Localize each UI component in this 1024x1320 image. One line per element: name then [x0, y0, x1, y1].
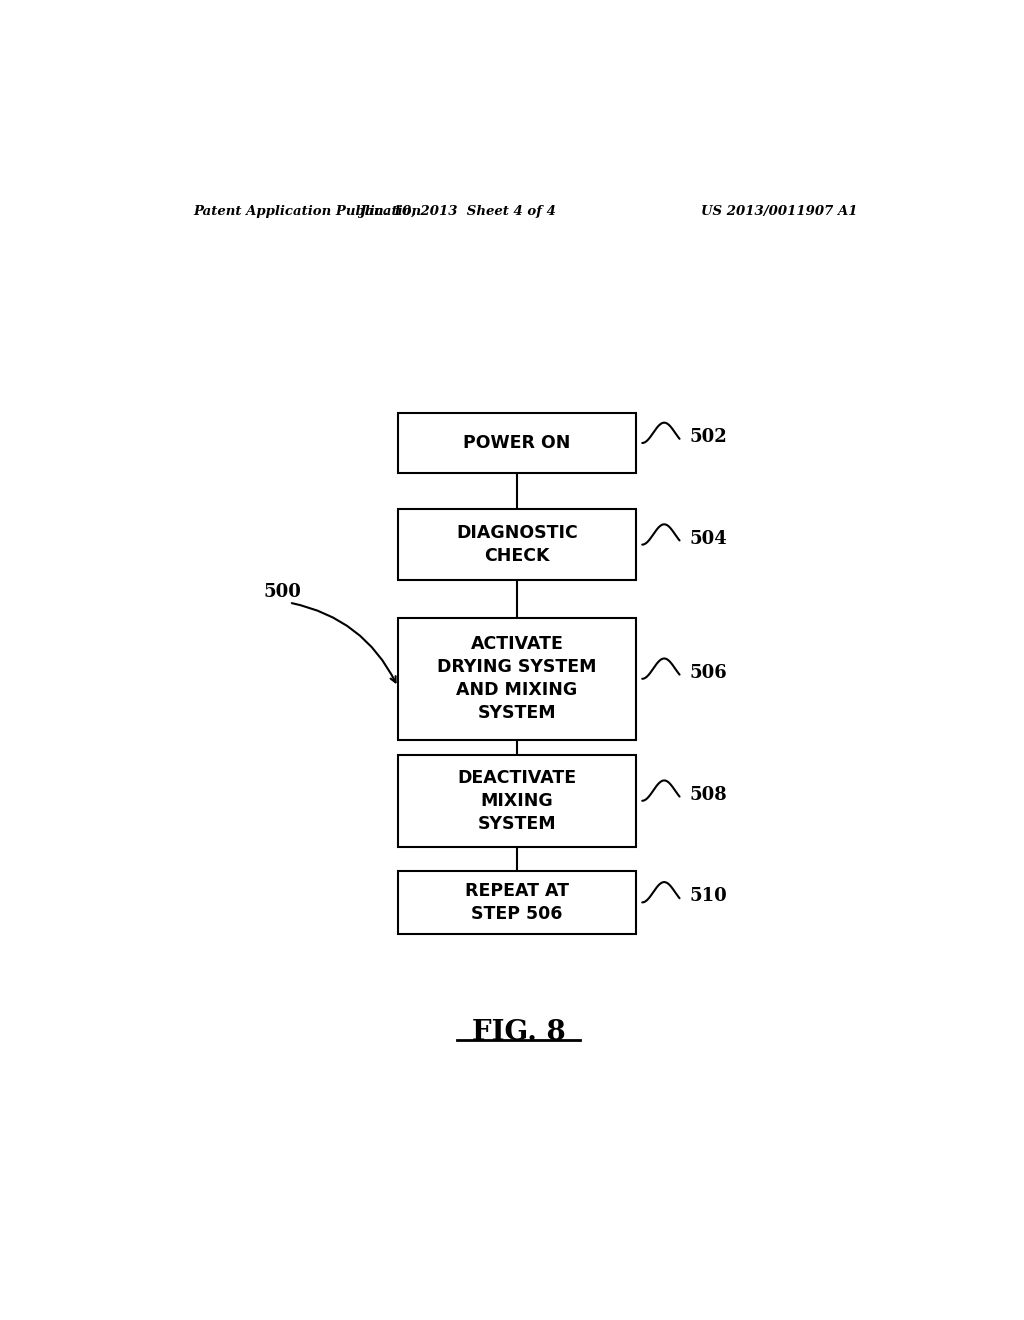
Text: DIAGNOSTIC
CHECK: DIAGNOSTIC CHECK [456, 524, 578, 565]
Bar [397, 413, 636, 474]
Text: ACTIVATE
DRYING SYSTEM
AND MIXING
SYSTEM: ACTIVATE DRYING SYSTEM AND MIXING SYSTEM [437, 635, 597, 722]
Text: Patent Application Publication: Patent Application Publication [194, 205, 421, 218]
Text: REPEAT AT
STEP 506: REPEAT AT STEP 506 [465, 882, 569, 923]
Bar [397, 755, 636, 846]
Bar [397, 871, 636, 935]
Text: 506: 506 [690, 664, 728, 681]
Text: POWER ON: POWER ON [463, 434, 570, 451]
Text: FIG. 8: FIG. 8 [472, 1019, 565, 1045]
Bar [397, 510, 636, 581]
Text: 508: 508 [690, 785, 728, 804]
Text: Jan. 10, 2013  Sheet 4 of 4: Jan. 10, 2013 Sheet 4 of 4 [358, 205, 556, 218]
Text: 504: 504 [690, 529, 728, 548]
Text: 510: 510 [690, 887, 728, 906]
Text: DEACTIVATE
MIXING
SYSTEM: DEACTIVATE MIXING SYSTEM [458, 768, 577, 833]
Bar [397, 618, 636, 739]
Text: 502: 502 [690, 428, 728, 446]
Text: 500: 500 [264, 583, 302, 602]
Text: US 2013/0011907 A1: US 2013/0011907 A1 [700, 205, 857, 218]
